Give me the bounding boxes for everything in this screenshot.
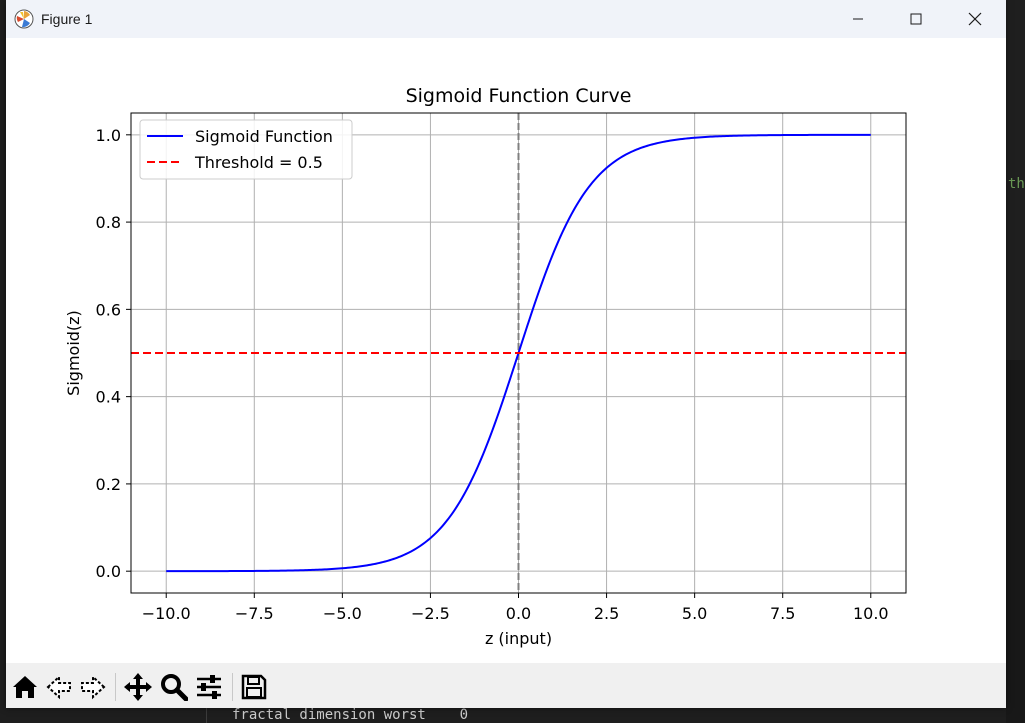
minimize-icon bbox=[853, 18, 863, 20]
x-tick-label: −7.5 bbox=[235, 604, 274, 623]
background-gutter bbox=[206, 700, 207, 723]
minimize-button[interactable] bbox=[829, 0, 887, 38]
y-tick-label: 0.0 bbox=[96, 562, 121, 581]
x-tick-label: −10.0 bbox=[142, 604, 191, 623]
home-icon bbox=[13, 676, 37, 698]
background-editor-panel bbox=[1006, 0, 1025, 360]
title-bar[interactable]: Figure 1 bbox=[6, 0, 1006, 38]
x-tick-label: −2.5 bbox=[411, 604, 450, 623]
legend: Sigmoid Function Threshold = 0.5 bbox=[139, 119, 353, 180]
close-icon bbox=[968, 12, 982, 26]
legend-label: Sigmoid Function bbox=[195, 127, 333, 146]
pan-button[interactable] bbox=[122, 671, 154, 703]
forward-icon bbox=[81, 674, 106, 700]
matplotlib-logo-icon bbox=[14, 9, 34, 29]
home-button[interactable] bbox=[9, 671, 41, 703]
y-tick-label: 0.8 bbox=[96, 213, 121, 232]
legend-box bbox=[139, 119, 353, 180]
legend-label: Threshold = 0.5 bbox=[194, 153, 323, 172]
y-axis-label: Sigmoid(z) bbox=[64, 310, 83, 396]
x-axis-label: z (input) bbox=[485, 629, 552, 648]
figure-window: Figure 1 −10.0 −7.5 −5.0 −2.5 0.0 2.5 5.0 7.5 10… bbox=[6, 0, 1006, 708]
toolbar-separator bbox=[115, 673, 116, 701]
close-button[interactable] bbox=[946, 0, 1004, 38]
zoom-button[interactable] bbox=[158, 671, 190, 703]
x-tick-label: 10.0 bbox=[853, 604, 889, 623]
chart-title: Sigmoid Function Curve bbox=[406, 85, 632, 107]
background-code-fragment: th bbox=[1008, 176, 1025, 192]
toolbar-separator bbox=[232, 673, 233, 701]
back-icon bbox=[46, 674, 71, 700]
background-editor-panel-lower bbox=[1006, 360, 1025, 723]
maximize-icon bbox=[910, 13, 922, 25]
zoom-icon bbox=[161, 674, 188, 701]
navigation-toolbar bbox=[6, 663, 1006, 708]
pan-icon bbox=[124, 673, 152, 701]
configure-subplots-button[interactable] bbox=[193, 671, 225, 703]
figure-canvas[interactable]: −10.0 −7.5 −5.0 −2.5 0.0 2.5 5.0 7.5 10.0 0.0 0.2 0… bbox=[6, 38, 1006, 663]
y-tick-label: 0.2 bbox=[96, 475, 121, 494]
save-button[interactable] bbox=[238, 671, 270, 703]
background-code-line: fractal dimension worst 0 bbox=[232, 707, 469, 723]
sigmoid-chart: −10.0 −7.5 −5.0 −2.5 0.0 2.5 5.0 7.5 10.0 0.0 0.2 0… bbox=[64, 85, 907, 648]
maximize-button[interactable] bbox=[887, 0, 945, 38]
window-title: Figure 1 bbox=[41, 11, 93, 27]
x-tick-label: 0.0 bbox=[506, 604, 531, 623]
y-tick-label: 1.0 bbox=[96, 126, 121, 145]
back-button[interactable] bbox=[43, 671, 75, 703]
forward-button[interactable] bbox=[77, 671, 109, 703]
x-tick-label: −5.0 bbox=[323, 604, 362, 623]
configure-subplots-icon bbox=[197, 675, 221, 699]
x-tick-label: 7.5 bbox=[770, 604, 795, 623]
y-tick-label: 0.4 bbox=[96, 388, 121, 407]
save-icon bbox=[241, 674, 267, 700]
x-tick-label: 2.5 bbox=[594, 604, 619, 623]
x-tick-label: 5.0 bbox=[682, 604, 707, 623]
y-tick-label: 0.6 bbox=[96, 300, 121, 319]
